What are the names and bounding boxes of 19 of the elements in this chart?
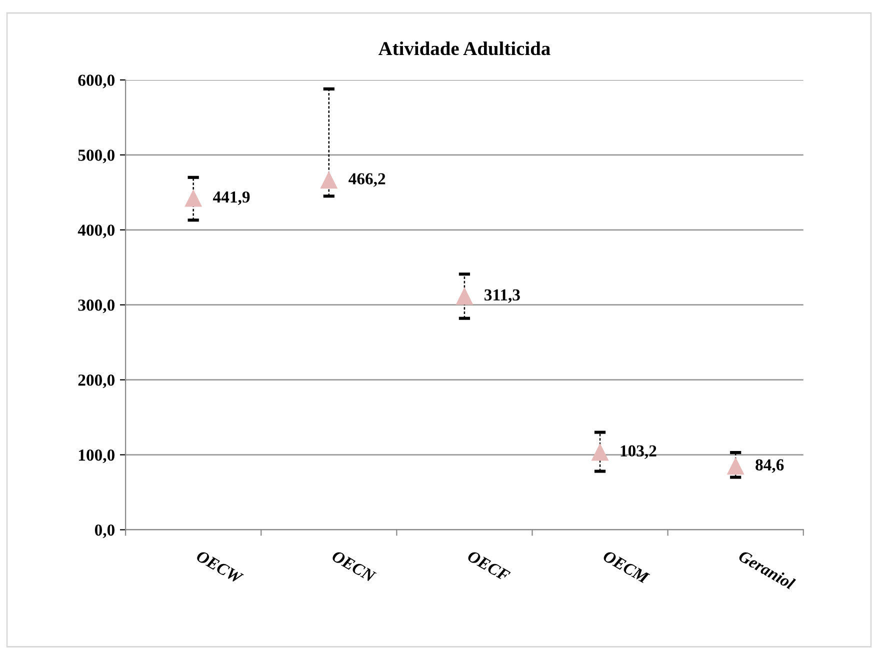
point xyxy=(727,458,744,475)
data-label: 466,2 xyxy=(348,173,386,187)
point xyxy=(592,444,608,461)
y-tick-label: 400,0 xyxy=(78,224,114,238)
point xyxy=(185,190,202,207)
y-tick-label: 100,0 xyxy=(78,449,114,464)
x-tick-label: OECF xyxy=(466,550,511,582)
data-label: 84,6 xyxy=(756,459,784,473)
data-label: 103,2 xyxy=(620,445,656,459)
y-tick-label: 0,0 xyxy=(94,524,114,538)
data-label: 311,3 xyxy=(484,289,520,303)
y-tick-label: 200,0 xyxy=(78,374,114,388)
point xyxy=(320,172,338,189)
y-tick-label: 300,0 xyxy=(78,300,114,314)
chart-title: Atividade Adulticida xyxy=(378,41,550,56)
y-tick-label: 600,0 xyxy=(78,74,114,88)
y-tick-label: 500,0 xyxy=(78,150,114,164)
data-label: 441,9 xyxy=(213,191,250,206)
point xyxy=(456,288,473,305)
